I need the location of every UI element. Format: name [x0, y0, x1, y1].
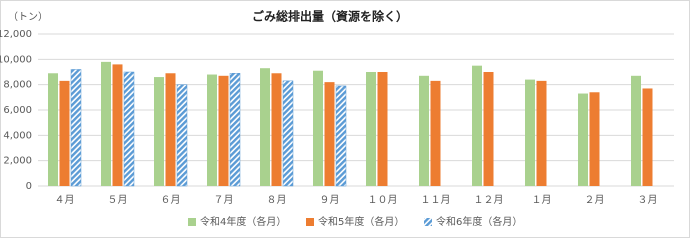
bar [525, 79, 535, 186]
bar [101, 61, 111, 186]
legend-swatch [188, 218, 196, 226]
x-tick-label: ３月 [638, 194, 658, 206]
legend-label: 令和6年度（各月） [436, 215, 522, 228]
bar [419, 75, 429, 186]
y-tick-label: 8,000 [3, 80, 32, 91]
x-tick-label: ６月 [161, 194, 181, 206]
bar [631, 75, 641, 186]
x-tick-label: １月 [532, 194, 552, 206]
x-tick-label: ５月 [108, 194, 128, 206]
bar [48, 73, 58, 186]
y-tick-label: 10,000 [0, 54, 32, 65]
bar [377, 72, 388, 186]
bar [282, 80, 294, 187]
bar [59, 80, 70, 186]
y-tick-label: 4,000 [3, 130, 32, 141]
y-unit: （トン） [8, 11, 48, 23]
y-tick-label: 0 [26, 181, 32, 192]
x-tick-label: ８月 [267, 194, 287, 206]
legend-swatch [424, 218, 432, 226]
x-tick-label: ２月 [585, 194, 605, 206]
legend-swatch [306, 218, 314, 226]
bar [165, 73, 176, 186]
x-tick-label: １２月 [474, 194, 504, 206]
bar [313, 70, 323, 186]
bar [260, 68, 270, 186]
bar [229, 73, 241, 187]
bar [154, 77, 164, 186]
bar [218, 75, 229, 186]
x-tick-label: ９月 [320, 194, 340, 206]
bar [207, 74, 217, 186]
legend-label: 令和4年度（各月） [200, 215, 286, 228]
bar [176, 84, 188, 187]
bar [335, 85, 347, 187]
x-tick-label: ４月 [55, 194, 75, 206]
chart-title: ごみ総排出量（資源を除く） [252, 9, 408, 24]
x-tick-label: １１月 [421, 194, 451, 206]
y-tick-label: 2,000 [3, 156, 32, 167]
bar [642, 88, 653, 186]
bar [70, 69, 82, 187]
bar [112, 64, 123, 186]
bar [123, 71, 135, 187]
bar [271, 73, 282, 186]
bar [589, 92, 600, 186]
y-tick-label: 12,000 [0, 29, 32, 40]
bar [578, 93, 588, 186]
y-tick-label: 6,000 [3, 105, 32, 116]
legend-label: 令和5年度（各月） [318, 215, 404, 228]
bar [472, 65, 482, 186]
bar [483, 72, 494, 186]
bar [536, 80, 547, 186]
bar [430, 80, 441, 186]
x-tick-label: ７月 [214, 194, 234, 206]
x-tick-label: １０月 [368, 194, 398, 206]
bar [324, 82, 335, 186]
bar [366, 72, 376, 186]
